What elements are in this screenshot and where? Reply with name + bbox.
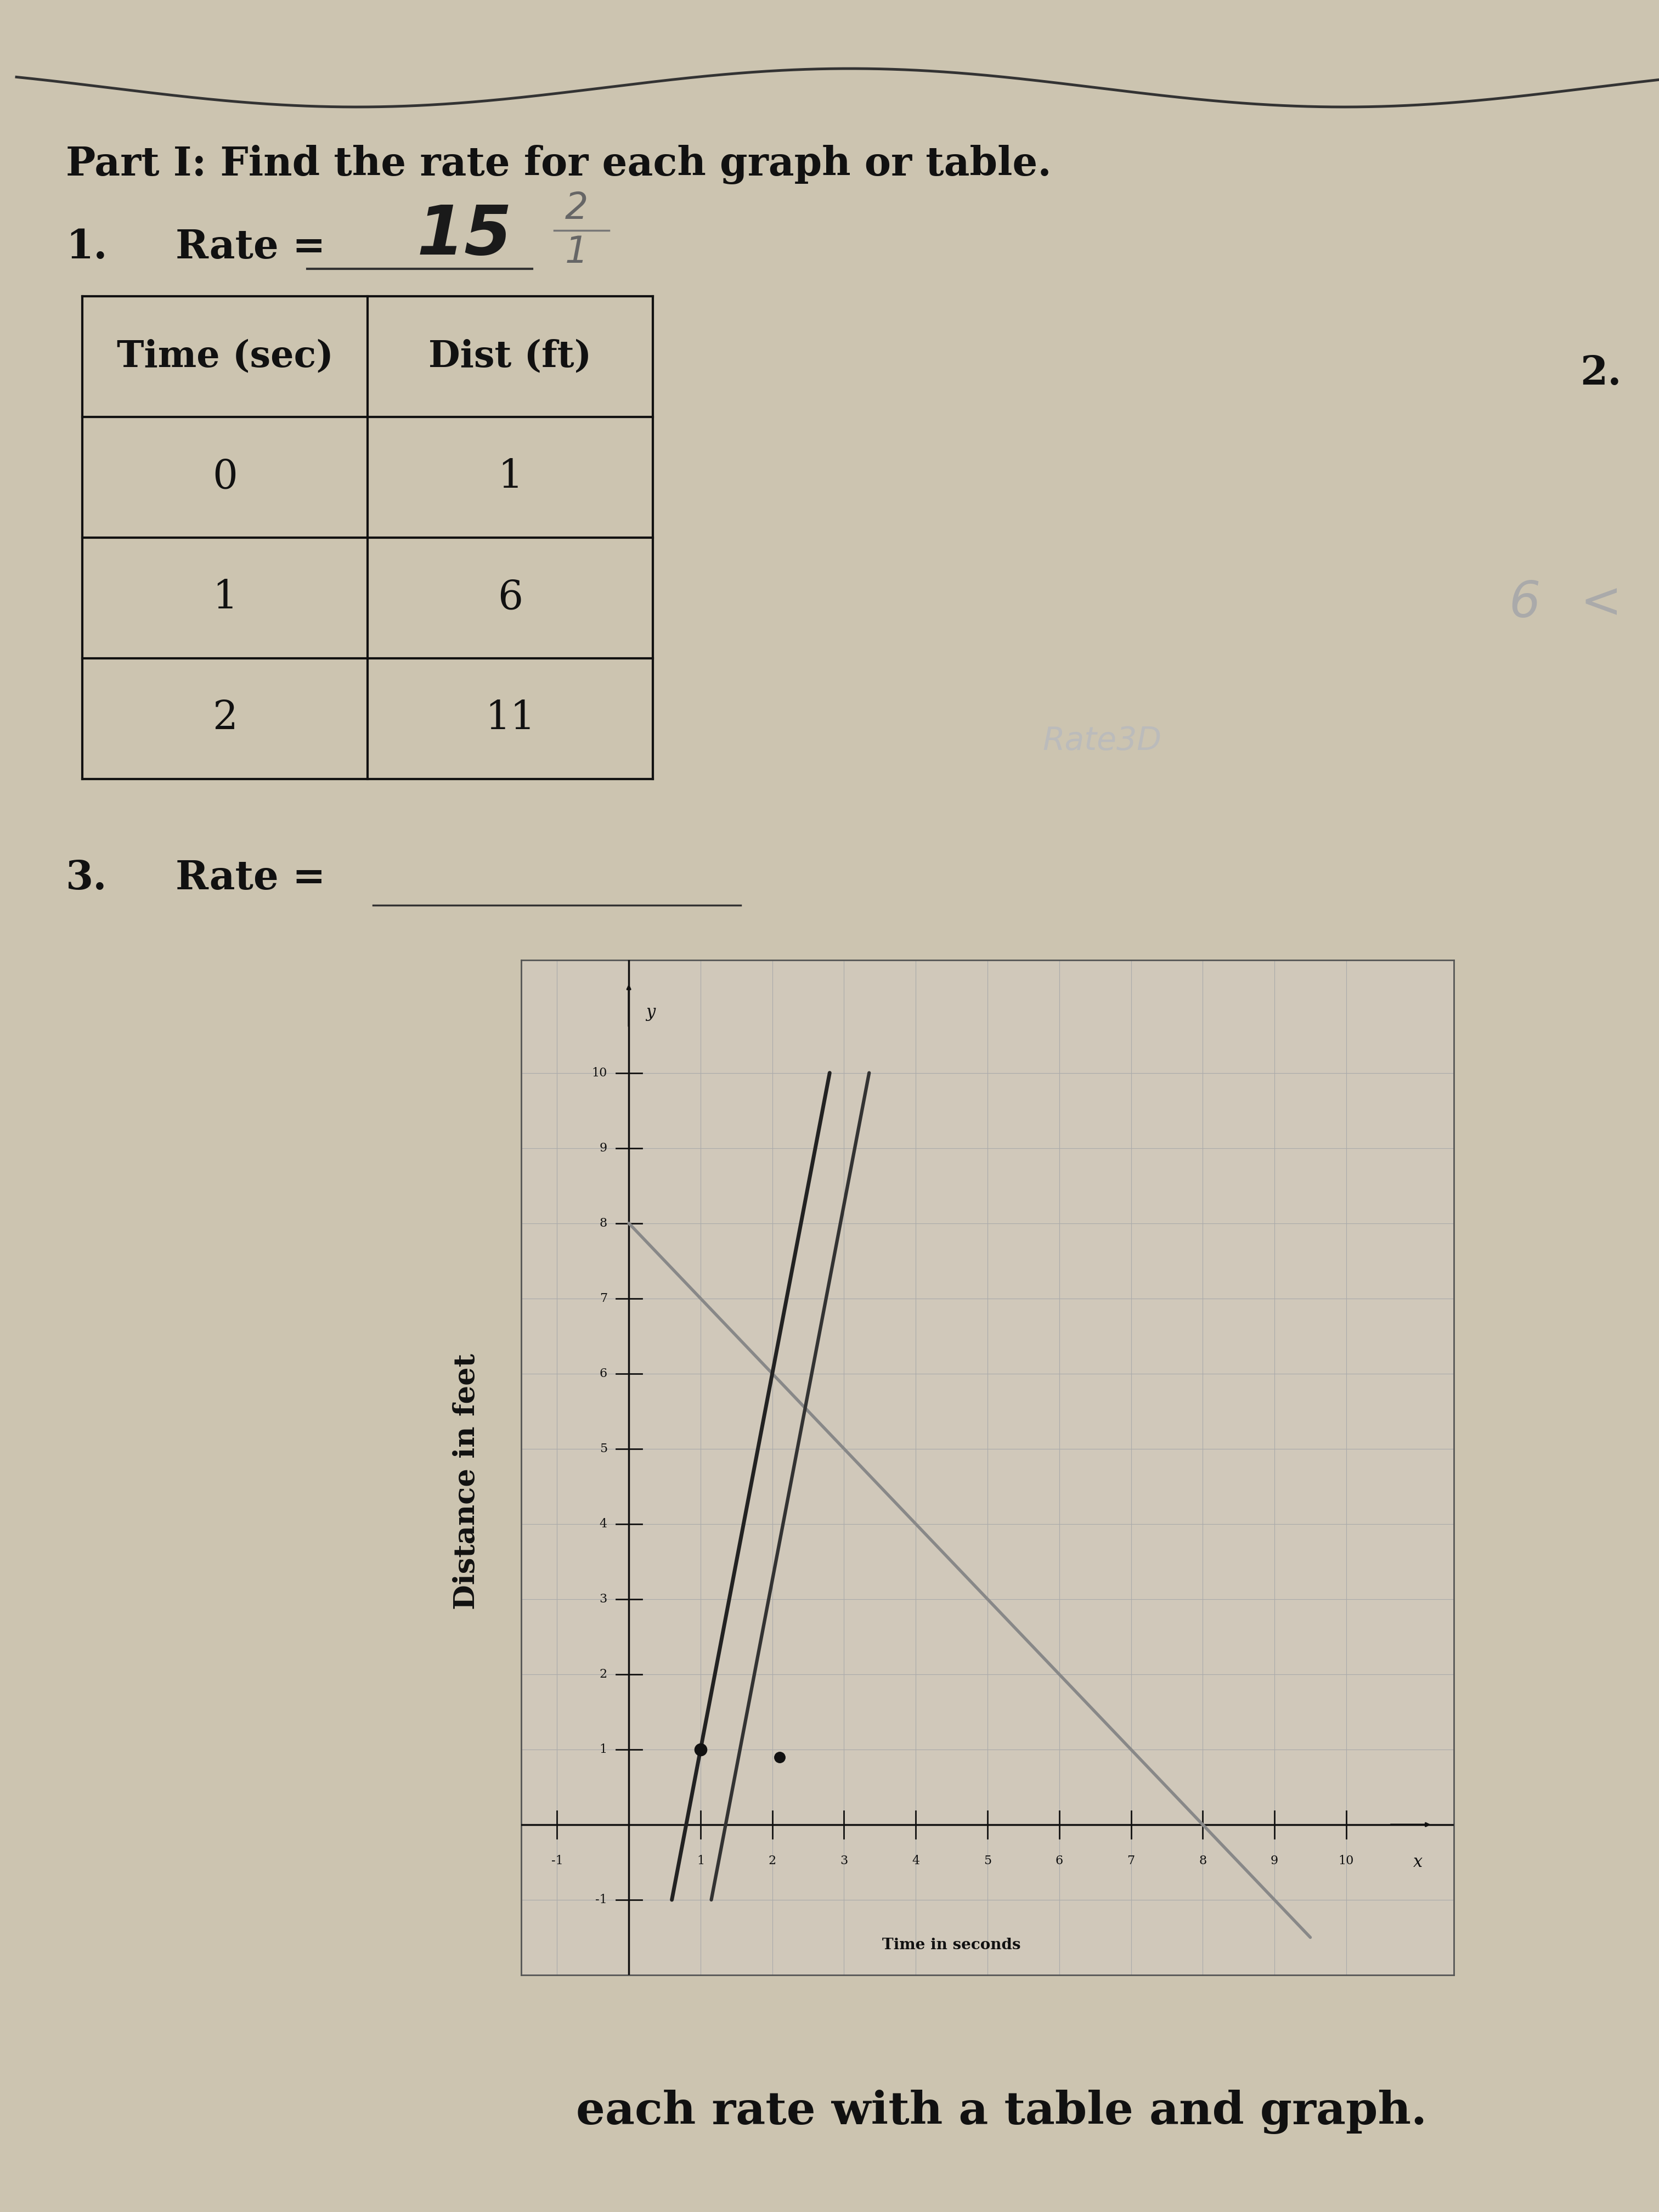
Text: 0: 0 [212,458,237,498]
Text: -1: -1 [551,1854,562,1867]
Text: 9: 9 [599,1141,607,1155]
Text: x: x [1413,1854,1423,1871]
Text: 3.: 3. [66,858,108,898]
Text: Time in seconds: Time in seconds [883,1938,1020,1953]
Text: 6: 6 [1508,580,1540,628]
Text: 2: 2 [768,1854,776,1867]
Text: 6: 6 [1055,1854,1063,1867]
Text: 8: 8 [599,1217,607,1230]
Text: 11: 11 [484,699,536,739]
Text: 2: 2 [566,190,589,226]
Text: <: < [1579,580,1621,628]
Text: 1: 1 [566,234,589,270]
Text: 6: 6 [599,1367,607,1380]
Text: 8: 8 [1199,1854,1206,1867]
Text: 1: 1 [599,1743,607,1756]
Text: 6: 6 [498,580,523,617]
Text: 2.: 2. [1579,354,1621,392]
Text: 9: 9 [1271,1854,1279,1867]
Text: 10: 10 [1339,1854,1354,1867]
Text: 7: 7 [1126,1854,1135,1867]
Text: 3: 3 [599,1593,607,1606]
Text: 10: 10 [592,1066,607,1079]
Text: Rate =: Rate = [176,228,340,265]
Text: 4: 4 [912,1854,919,1867]
Text: 1.: 1. [66,228,108,265]
Text: -1: -1 [596,1893,607,1907]
Text: 5: 5 [599,1442,607,1455]
Text: 2: 2 [599,1668,607,1681]
Text: 4: 4 [599,1517,607,1531]
Text: Part I: Find the rate for each graph or table.: Part I: Find the rate for each graph or … [66,144,1052,184]
Text: y: y [645,1004,655,1022]
Text: Rate3D: Rate3D [1042,726,1161,757]
Text: 7: 7 [599,1292,607,1305]
Text: 1: 1 [498,458,523,498]
Text: 2: 2 [212,699,237,739]
Text: 5: 5 [984,1854,992,1867]
Text: Time (sec): Time (sec) [116,338,333,374]
Text: 1: 1 [212,580,237,617]
Text: Dist (ft): Dist (ft) [428,338,592,374]
Text: each rate with a table and graph.: each rate with a table and graph. [576,2090,1427,2135]
Text: Rate =: Rate = [176,858,340,898]
Text: 1: 1 [697,1854,705,1867]
Text: 3: 3 [839,1854,848,1867]
Text: Distance in feet: Distance in feet [453,1354,481,1610]
Text: 15: 15 [416,204,513,270]
